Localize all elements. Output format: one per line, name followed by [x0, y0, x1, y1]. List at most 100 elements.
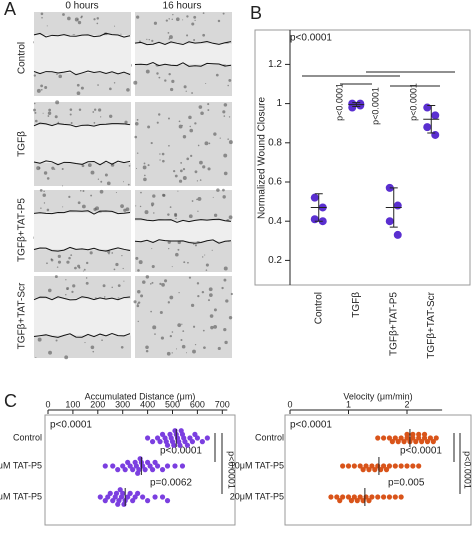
y-tick-label: 1	[276, 98, 282, 109]
data-point	[164, 498, 171, 504]
cell	[34, 111, 37, 114]
cell	[208, 287, 213, 292]
data-point	[360, 467, 366, 473]
cell	[201, 290, 205, 294]
data-point	[410, 463, 416, 469]
data-point	[159, 494, 166, 500]
cell	[33, 102, 36, 105]
cell	[66, 260, 70, 264]
cell	[167, 31, 170, 34]
cell	[154, 333, 156, 335]
data-point	[310, 193, 319, 202]
data-point	[152, 459, 158, 465]
wound-edge	[134, 218, 232, 223]
cell	[180, 161, 183, 164]
cell	[57, 254, 61, 258]
cell	[202, 12, 205, 14]
data-point	[369, 463, 375, 469]
cell	[183, 261, 186, 264]
cell	[222, 188, 225, 192]
data-point	[351, 463, 357, 469]
cell	[107, 250, 111, 254]
cell	[182, 19, 184, 21]
cell	[205, 269, 208, 271]
cell	[106, 181, 111, 186]
cell	[207, 167, 211, 171]
data-point	[194, 435, 200, 441]
cell	[223, 278, 227, 282]
cell	[47, 288, 52, 293]
cell	[108, 253, 110, 255]
cell	[145, 349, 149, 353]
data-point	[392, 435, 398, 441]
cell	[143, 177, 147, 182]
cell	[178, 120, 181, 123]
cell	[164, 79, 167, 82]
cell	[97, 84, 99, 86]
data-point	[164, 442, 171, 448]
data-point	[369, 494, 375, 500]
cell	[99, 189, 104, 194]
cell	[57, 121, 60, 124]
error-bar	[427, 105, 436, 134]
cell	[127, 183, 130, 186]
annotation: p=0.0062	[150, 478, 192, 489]
cell	[222, 12, 225, 15]
cell	[193, 39, 196, 42]
cell	[210, 325, 214, 330]
error-bar	[314, 193, 323, 222]
data-point	[159, 467, 166, 473]
cell	[147, 125, 151, 129]
cell	[46, 25, 48, 27]
cell	[109, 114, 113, 118]
y-tick-label: 0.2	[268, 255, 282, 266]
data-point	[125, 494, 131, 500]
cell	[174, 174, 178, 178]
cell	[70, 254, 73, 257]
data-point	[393, 230, 402, 239]
data-point	[351, 494, 357, 500]
x-tick-label: 100	[65, 399, 80, 409]
cell	[40, 12, 44, 16]
row-label: Control	[17, 42, 28, 74]
cell	[165, 19, 168, 22]
cell	[213, 324, 218, 329]
x-tick-label: 0	[287, 399, 292, 409]
data-point	[381, 463, 387, 469]
data-point	[117, 487, 123, 493]
panel-label: C	[4, 391, 17, 411]
x-tick-label: TGFβ	[351, 292, 362, 318]
data-point	[431, 111, 440, 120]
cell	[55, 339, 58, 342]
data-point	[140, 494, 146, 500]
cell	[142, 165, 147, 170]
cell	[173, 170, 176, 173]
cell	[156, 72, 159, 75]
cell	[153, 21, 158, 25]
cell	[67, 16, 71, 21]
data-point	[410, 431, 416, 437]
cell	[221, 286, 224, 290]
cell	[137, 269, 140, 272]
cell	[42, 193, 46, 197]
cell	[68, 256, 71, 260]
axis-title: Normalized Wound Closure	[257, 97, 268, 220]
x-tick-label: 700	[215, 399, 230, 409]
cell	[150, 141, 153, 145]
cell	[138, 260, 143, 265]
data-point	[363, 463, 369, 469]
wound-edge	[33, 296, 131, 301]
cell	[36, 88, 41, 93]
cell	[168, 144, 170, 147]
data-point	[398, 494, 404, 500]
data-point	[171, 442, 177, 448]
cell	[189, 125, 191, 128]
data-point	[354, 498, 360, 504]
cell	[171, 79, 175, 84]
cell	[54, 115, 58, 119]
cell	[102, 284, 106, 288]
cell	[69, 108, 73, 111]
data-point	[130, 498, 136, 504]
cell	[228, 315, 233, 320]
data-point	[366, 498, 372, 504]
